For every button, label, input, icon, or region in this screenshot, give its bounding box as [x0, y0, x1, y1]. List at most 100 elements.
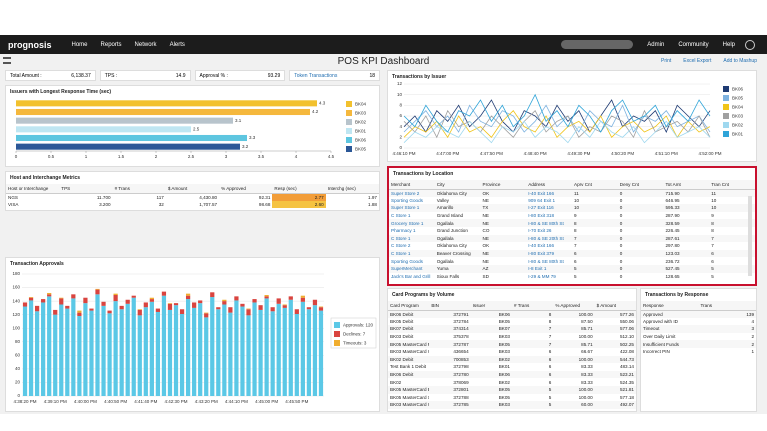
summary-label: TPS :	[104, 72, 118, 79]
y-tick-label: 160	[12, 285, 20, 290]
table-cell: 374314	[429, 325, 471, 333]
bar-segment	[264, 298, 269, 396]
table-cell: 524.35	[619, 379, 634, 385]
bar-segment	[167, 303, 173, 304]
table-cell: 0	[619, 228, 623, 234]
x-tick-label: 4:45:50 PM	[285, 399, 308, 404]
nav-link[interactable]: Admin	[647, 41, 665, 48]
bar-segment	[240, 306, 245, 396]
chart: 0 2 4 6 8 10 12 4:46:10 PM 4:47:00 PM 4:47:50 PM 4…	[392, 81, 744, 156]
table-cell: 6	[511, 355, 554, 364]
bar-segment	[185, 293, 191, 296]
action-link[interactable]: Print	[661, 58, 672, 64]
menu-icon[interactable]	[3, 57, 11, 64]
table-cell: 6	[511, 370, 554, 379]
nav-link[interactable]: Community	[678, 41, 709, 48]
bar-segment	[192, 302, 197, 308]
data-table: Card Program BIN Issuer # Trans% Approved $ …	[388, 301, 636, 409]
table-cell: 0	[619, 273, 623, 279]
x-tick-label: 0	[15, 154, 18, 159]
search-box[interactable]	[561, 40, 634, 49]
table-cell: NE	[482, 197, 489, 203]
user-icon[interactable]	[745, 39, 755, 50]
nav-link[interactable]: Reports	[100, 41, 122, 48]
scrollbar[interactable]	[748, 196, 752, 276]
bar-segment	[288, 296, 293, 300]
table-cell: 544.73	[594, 355, 636, 364]
column-header: Province	[480, 180, 527, 190]
table-cell: 5	[548, 394, 552, 400]
bar-segment	[192, 307, 197, 396]
table-cell: 328.59	[663, 219, 710, 227]
table-cell: 85.71	[553, 325, 595, 333]
x-tick-label: 2	[155, 154, 158, 159]
summary-item: TPS : 14.9	[99, 70, 191, 81]
table-cell: BK03	[470, 401, 512, 409]
panel-title: Card Programs by Volume	[392, 292, 455, 298]
bar-segment	[270, 307, 275, 312]
x-tick-label: 4:41:40 PM	[134, 399, 157, 404]
table-cell: Over Daily Limit	[643, 334, 676, 340]
x-tick-label: 4:46:10 PM	[392, 151, 415, 156]
legend-swatch	[346, 119, 352, 125]
bar-segment	[204, 312, 209, 314]
y-tick-label: 100	[12, 325, 20, 330]
table-cell: 0	[619, 258, 623, 264]
table-cell: 5	[574, 273, 577, 279]
top-nav: prognosis Home Reports Network Alerts Admin…	[0, 35, 767, 54]
bar-segment	[28, 297, 34, 298]
nav-link[interactable]: Home	[71, 41, 88, 48]
y-tick-label: 0	[399, 145, 402, 150]
bar-segment	[71, 294, 76, 299]
legend-label: Approvals: 120	[343, 323, 374, 328]
column-header: Deny Cnt	[617, 180, 664, 190]
table-cell: 2	[698, 340, 756, 348]
table-cell: I-80 & SE 80th St	[526, 219, 572, 227]
legend-swatch	[346, 137, 352, 143]
summary-item: Approval % : 93.29	[194, 70, 286, 81]
legend-swatch	[334, 331, 340, 337]
table-cell: 139	[698, 310, 756, 318]
bar-segment	[28, 300, 34, 396]
bar-segment	[216, 309, 221, 396]
bar-segment	[65, 308, 70, 396]
table-cell: AZ	[480, 264, 527, 273]
table-cell: 83.33	[581, 379, 593, 385]
action-link[interactable]: Excel Export	[683, 58, 712, 64]
nav-link[interactable]: Help	[722, 41, 735, 48]
table-cell: NE	[480, 234, 527, 243]
response-panel: Transactions by Response Response Trans Ap…	[640, 288, 757, 412]
bar-segment	[22, 306, 28, 396]
nav-link[interactable]: Alerts	[169, 41, 185, 48]
table-row: BK05 Debit 372784 BK05 8 87.50 550.06	[388, 318, 636, 326]
legend-swatch	[723, 95, 729, 101]
table-cell: 372791	[429, 310, 471, 318]
table-cell: Sporting Goods	[391, 197, 423, 203]
column-header: BIN	[429, 301, 471, 311]
table-cell: 0	[619, 243, 623, 249]
logo[interactable]: prognosis	[8, 39, 52, 50]
y-tick-label: 0	[17, 393, 20, 398]
legend-label: BK05	[732, 96, 744, 101]
bar-segment	[113, 293, 118, 296]
table-cell: 8	[711, 228, 714, 234]
table-row: C Store 1 Ogallala NE I-80 & SE 20th St 7 0 28…	[389, 234, 755, 243]
table-cell: Amarillo	[434, 204, 481, 212]
legend-swatch	[723, 104, 729, 110]
table-cell: BK05 Debit	[390, 318, 414, 324]
table-cell: 715.90	[663, 189, 710, 197]
table-cell: BK05	[470, 340, 512, 348]
table-cell: 8	[548, 318, 552, 324]
bar-segment	[59, 298, 64, 305]
bar-segment	[258, 309, 263, 396]
nav-link[interactable]: Network	[134, 41, 157, 48]
column-header: TPS	[59, 184, 113, 194]
table-cell: 0	[617, 219, 664, 227]
table-row: BK07 Debit 374314 BK07 7 85.71 577.06	[388, 325, 636, 333]
action-link[interactable]: Add to Mashup	[723, 58, 757, 64]
table-cell: BK07	[470, 325, 512, 333]
table-cell: 83.33	[581, 364, 593, 370]
bar-segment	[179, 309, 185, 314]
legend-label: BK01	[355, 129, 367, 134]
table-cell: BK05 MasterCard Elite	[388, 385, 430, 394]
